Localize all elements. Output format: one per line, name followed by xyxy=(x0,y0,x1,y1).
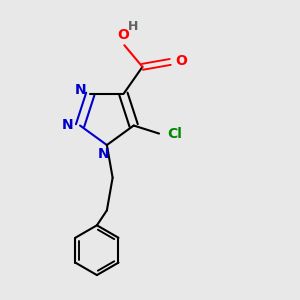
Text: N: N xyxy=(98,147,109,161)
Text: N: N xyxy=(61,118,73,132)
Text: H: H xyxy=(128,20,138,34)
Text: O: O xyxy=(117,28,129,42)
Text: Cl: Cl xyxy=(167,127,182,141)
Text: O: O xyxy=(175,54,187,68)
Text: N: N xyxy=(74,83,86,97)
